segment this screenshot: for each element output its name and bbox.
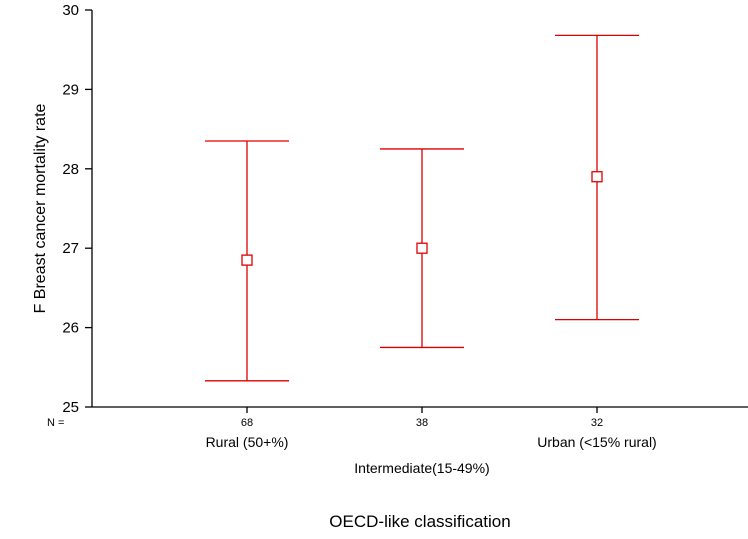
y-tick-label: 30 [62,2,79,19]
n-value-label: 68 [241,417,253,429]
y-tick-label: 29 [62,81,79,98]
category-label: Rural (50+%) [206,434,289,450]
n-value-label: 38 [416,417,428,429]
n-value-label: 32 [591,417,603,429]
axes: 25 26 27 28 29 30 68 Rural (50+%) 38 Intermediate… [62,2,748,476]
category-label: Urban (<15% rural) [537,434,656,450]
category-label: Intermediate(15-49%) [354,460,489,476]
x-axis-label: OECD-like classification [329,512,510,531]
mean-marker [416,242,428,254]
y-tick-label: 25 [62,399,79,416]
n-label: N = [47,417,64,429]
chart-marks [205,34,639,382]
y-tick-label: 27 [62,240,79,257]
y-axis-label: F Breast cancer mortality rate [32,103,49,313]
mean-marker [591,171,603,183]
mean-marker [241,254,253,266]
y-tick-label: 26 [62,320,79,337]
y-tick-label: 28 [62,161,79,178]
